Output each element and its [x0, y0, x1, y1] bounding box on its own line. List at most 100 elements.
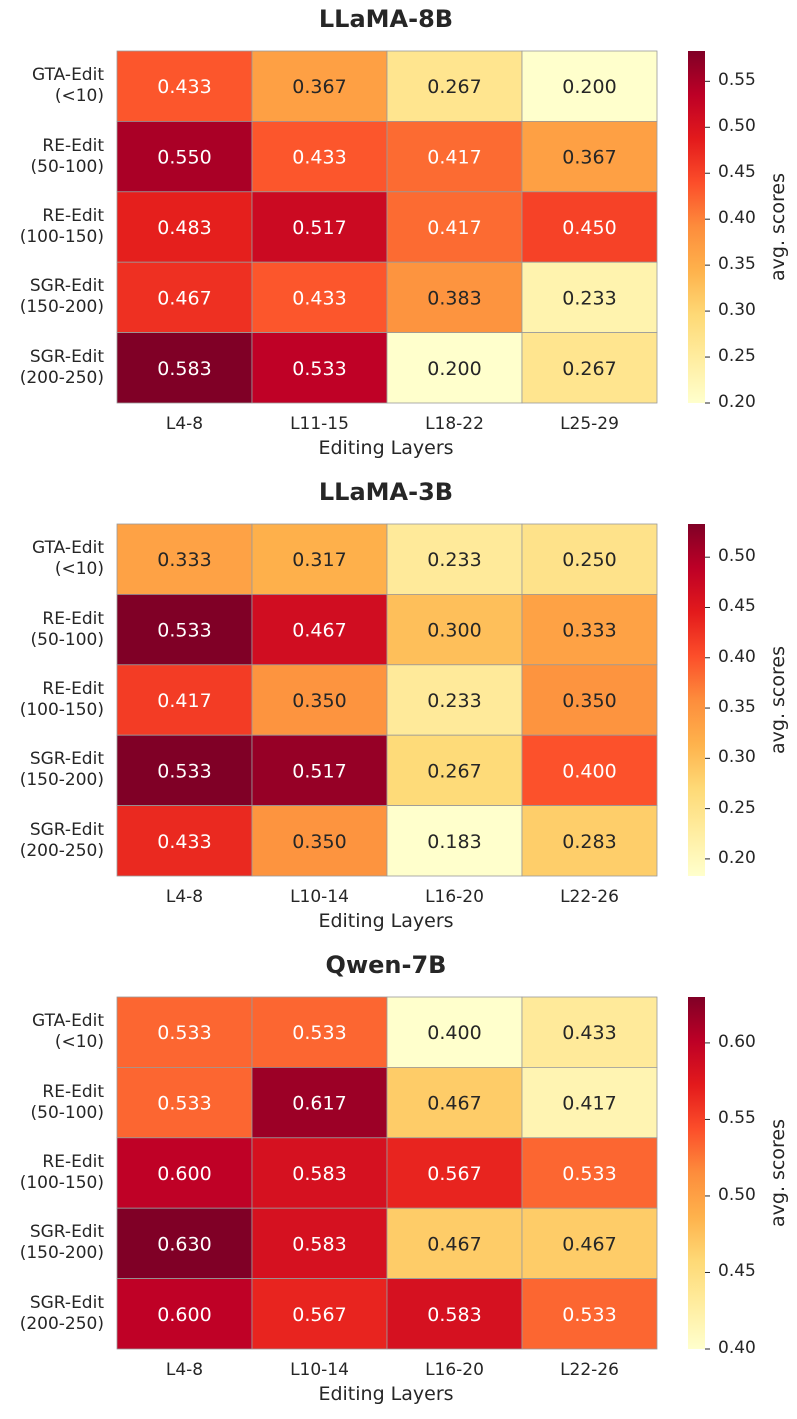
cell-value-label: 0.233	[427, 549, 481, 571]
heatmap-cell	[521, 1137, 658, 1209]
colorbar-tick-label: 0.60	[718, 1031, 756, 1052]
colorbar	[688, 524, 705, 876]
cell-value-label: 0.600	[157, 1163, 211, 1185]
cell-value-label: 0.517	[292, 760, 346, 782]
cell-value-label: 0.533	[292, 358, 346, 380]
cell-value-label: 0.333	[157, 549, 211, 571]
heatmap-cell	[116, 1137, 253, 1209]
cell-value-label: 0.350	[562, 690, 616, 712]
heatmap-cell	[116, 1207, 253, 1280]
cell-value-label: 0.250	[562, 549, 616, 571]
row-label: RE-Edit (50-100)	[30, 135, 104, 177]
colorbar-tick-label: 0.55	[718, 70, 756, 91]
heatmap-cell	[521, 191, 658, 263]
heatmap-cell	[251, 523, 388, 595]
cell-value-label: 0.333	[562, 620, 616, 642]
colorbar-tick-label: 0.25	[718, 797, 756, 818]
column-label: L10-14	[290, 1360, 349, 1380]
cell-value-label: 0.433	[292, 147, 346, 169]
cell-value-label: 0.350	[292, 690, 346, 712]
heatmap-svg: 0.333 0.317 0.233 0.250 0.533 0.467 0.300 0.333…	[116, 523, 710, 877]
cell-value-label: 0.567	[292, 1304, 346, 1326]
heatmap-cell	[116, 50, 253, 122]
heatmap-panel: LLaMA-8B 0.433 0.367 0.267 0.200 0.550 0.433 0.…	[0, 0, 797, 473]
row-label: SGR-Edit (200-250)	[19, 346, 104, 388]
cell-value-label: 0.583	[292, 1163, 346, 1185]
row-label: SGR-Edit (150-200)	[19, 1222, 104, 1264]
heatmap-svg: 0.533 0.533 0.400 0.433 0.533 0.617 0.467 0.417…	[116, 996, 710, 1350]
cell-value-label: 0.630	[157, 1233, 211, 1255]
cell-value-label: 0.300	[427, 620, 481, 642]
cell-value-label: 0.550	[157, 147, 211, 169]
heatmap-cell	[521, 734, 658, 807]
colorbar-tick-label: 0.40	[718, 646, 756, 667]
cell-value-label: 0.267	[427, 760, 481, 782]
heatmap-cell	[521, 996, 658, 1068]
cell-value-label: 0.417	[427, 217, 481, 239]
heatmap-cell	[521, 805, 658, 877]
heatmap-cell	[251, 1137, 388, 1209]
colorbar-tick-label: 0.35	[718, 254, 756, 275]
heatmap-cell	[251, 594, 388, 666]
cell-value-label: 0.433	[157, 831, 211, 853]
heatmap-panel: LLaMA-3B 0.333 0.317 0.233 0.250 0.533 0.467 0.…	[0, 473, 797, 946]
heatmap-cell	[251, 664, 388, 736]
heatmap-cell	[521, 1278, 658, 1350]
heatmap-cell	[251, 805, 388, 877]
row-label: GTA-Edit (<10)	[32, 538, 104, 580]
row-label: RE-Edit (100-150)	[19, 1152, 104, 1193]
column-label: L25-29	[560, 414, 619, 434]
cell-value-label: 0.583	[292, 1233, 346, 1255]
colorbar-tick-label: 0.40	[718, 208, 756, 229]
cell-value-label: 0.200	[562, 76, 616, 98]
cell-value-label: 0.617	[292, 1093, 346, 1115]
column-label: L10-14	[290, 887, 349, 907]
colorbar	[688, 51, 705, 403]
cell-value-label: 0.517	[292, 217, 346, 239]
row-label: SGR-Edit (150-200)	[19, 276, 104, 318]
heatmap-cell	[386, 805, 523, 877]
heatmap-cell	[116, 191, 253, 263]
cell-value-label: 0.200	[427, 358, 481, 380]
row-label: SGR-Edit (200-250)	[19, 1292, 104, 1334]
cell-value-label: 0.367	[292, 76, 346, 98]
cell-value-label: 0.233	[427, 690, 481, 712]
cell-value-label: 0.183	[427, 831, 481, 853]
heatmap-cell	[521, 594, 658, 666]
column-label: L11-15	[290, 414, 349, 434]
heatmap-cell	[521, 1067, 658, 1139]
heatmap-panel: Qwen-7B 0.533 0.533 0.400 0.433 0.533 0.617 0.4…	[0, 946, 797, 1419]
cell-value-label: 0.400	[562, 760, 616, 782]
heatmap-cell	[521, 332, 658, 404]
cell-value-label: 0.367	[562, 147, 616, 169]
chart-title: LLaMA-8B	[318, 5, 454, 33]
heatmap-cell	[386, 121, 523, 193]
column-label: L4-8	[165, 1360, 204, 1380]
heatmap-cell	[386, 523, 523, 595]
heatmap-cell	[521, 523, 658, 595]
column-label: L16-20	[425, 1360, 484, 1380]
cell-value-label: 0.233	[562, 287, 616, 309]
cell-value-label: 0.383	[427, 287, 481, 309]
heatmap-cell	[251, 261, 388, 334]
colorbar-tick-label: 0.25	[718, 346, 756, 367]
heatmap-cell	[386, 734, 523, 807]
row-label: RE-Edit (100-150)	[19, 206, 104, 247]
heatmap-cell	[251, 332, 388, 404]
heatmap-cell	[116, 734, 253, 807]
column-label: L22-26	[560, 887, 619, 907]
heatmap-cell	[116, 594, 253, 666]
heatmap-cell	[386, 261, 523, 334]
colorbar-tick-label: 0.45	[718, 162, 756, 183]
cell-value-label: 0.533	[562, 1163, 616, 1185]
x-axis-label: Editing Layers	[318, 437, 454, 459]
heatmap-cell	[251, 1067, 388, 1139]
cell-value-label: 0.317	[292, 549, 346, 571]
colorbar-tick-label: 0.30	[718, 747, 756, 768]
heatmap-svg: 0.433 0.367 0.267 0.200 0.550 0.433 0.417 0.367…	[116, 50, 710, 404]
colorbar-label: avg. scores	[767, 1119, 789, 1227]
cell-value-label: 0.417	[157, 690, 211, 712]
colorbar	[688, 997, 705, 1349]
colorbar-tick-label: 0.40	[718, 1338, 756, 1358]
heatmap-cell	[386, 1137, 523, 1209]
